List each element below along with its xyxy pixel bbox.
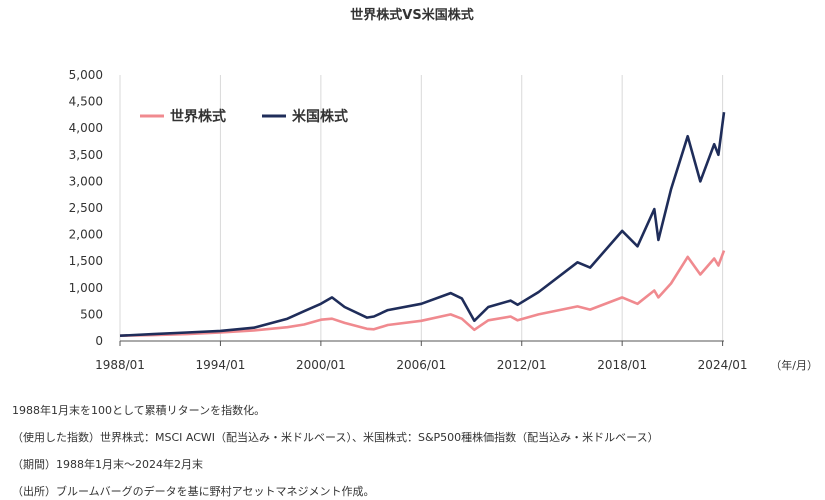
x-tick-label: 2018/01	[597, 358, 647, 372]
legend-label: 米国株式	[292, 108, 348, 125]
x-tick-label: 2000/01	[296, 358, 346, 372]
note-source: （出所）ブルームバーグのデータを基に野村アセットマネジメント作成。	[12, 485, 375, 498]
series-lines	[119, 112, 726, 337]
y-tick-label: 5,000	[69, 68, 103, 82]
y-tick-label: 4,500	[69, 95, 103, 109]
note-period: （期間）1988年1月末～2024年2月末	[12, 458, 203, 471]
x-tick-label: 1994/01	[196, 358, 246, 372]
y-tick-label: 3,500	[69, 148, 103, 162]
y-tick-label: 0	[95, 334, 103, 348]
x-tick-label: 2024/01	[698, 358, 748, 372]
x-tick-label: 1988/01	[95, 358, 145, 372]
series-line-0	[119, 250, 726, 337]
y-tick-label: 3,000	[69, 174, 103, 188]
y-tick-label: 1,500	[69, 254, 103, 268]
x-tick-label: 2006/01	[396, 358, 446, 372]
legend: 世界株式 米国株式	[140, 108, 348, 125]
y-tick-label: 2,500	[69, 201, 103, 215]
note-index-basis: 1988年1月末を100として累積リターンを指数化。	[12, 404, 266, 417]
chart: 世界株式VS米国株式 0 500 1,000 1,500 2,000 2,500 3,000…	[69, 7, 818, 372]
series-line-1	[119, 112, 726, 337]
y-tick-label: 1,000	[69, 281, 103, 295]
legend-label: 世界株式	[170, 108, 226, 125]
axes: 0 500 1,000 1,500 2,000 2,500 3,000 3,500 4,000 4…	[69, 68, 748, 372]
y-tick-label: 2,000	[69, 228, 103, 242]
y-tick-label: 500	[80, 307, 103, 321]
x-axis-unit-label: （年/月）	[770, 358, 818, 372]
note-indices-used: （使用した指数）世界株式：MSCI ACWI（配当込み・米ドルベース）、米国株式…	[12, 431, 659, 444]
chart-title: 世界株式VS米国株式	[350, 7, 473, 23]
y-tick-label: 4,000	[69, 121, 103, 135]
x-tick-label: 2012/01	[497, 358, 547, 372]
